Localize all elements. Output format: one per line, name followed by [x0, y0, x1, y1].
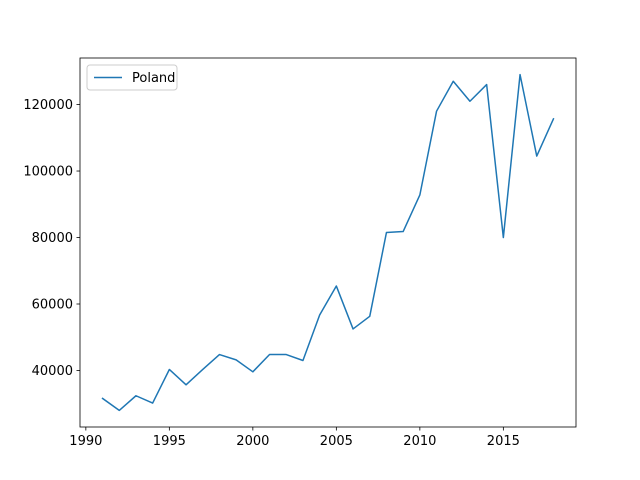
legend-label-0: Poland [132, 71, 175, 86]
y-tick-label-40000: 40000 [32, 364, 73, 379]
y-tick-label-80000: 80000 [32, 231, 73, 246]
x-tick-label-2015: 2015 [487, 434, 520, 449]
legend-box [86, 64, 178, 91]
axes-frame [79, 57, 577, 428]
axes: 1990 1995 2000 2005 2010 2015 40000 60000 80000 1… [23, 57, 577, 449]
x-tick-label-2000: 2000 [236, 434, 269, 449]
x-tick-label-1990: 1990 [69, 434, 102, 449]
x-tick-label-1995: 1995 [153, 434, 186, 449]
y-tick-label-60000: 60000 [32, 298, 73, 313]
plot-area [101, 73, 555, 412]
x-tick-label-2005: 2005 [320, 434, 353, 449]
x-tick-label-2010: 2010 [403, 434, 436, 449]
series-line-0 [101, 73, 555, 412]
legend: Poland [86, 64, 178, 91]
y-tick-label-120000: 120000 [23, 98, 73, 113]
y-tick-label-100000: 100000 [23, 165, 73, 180]
